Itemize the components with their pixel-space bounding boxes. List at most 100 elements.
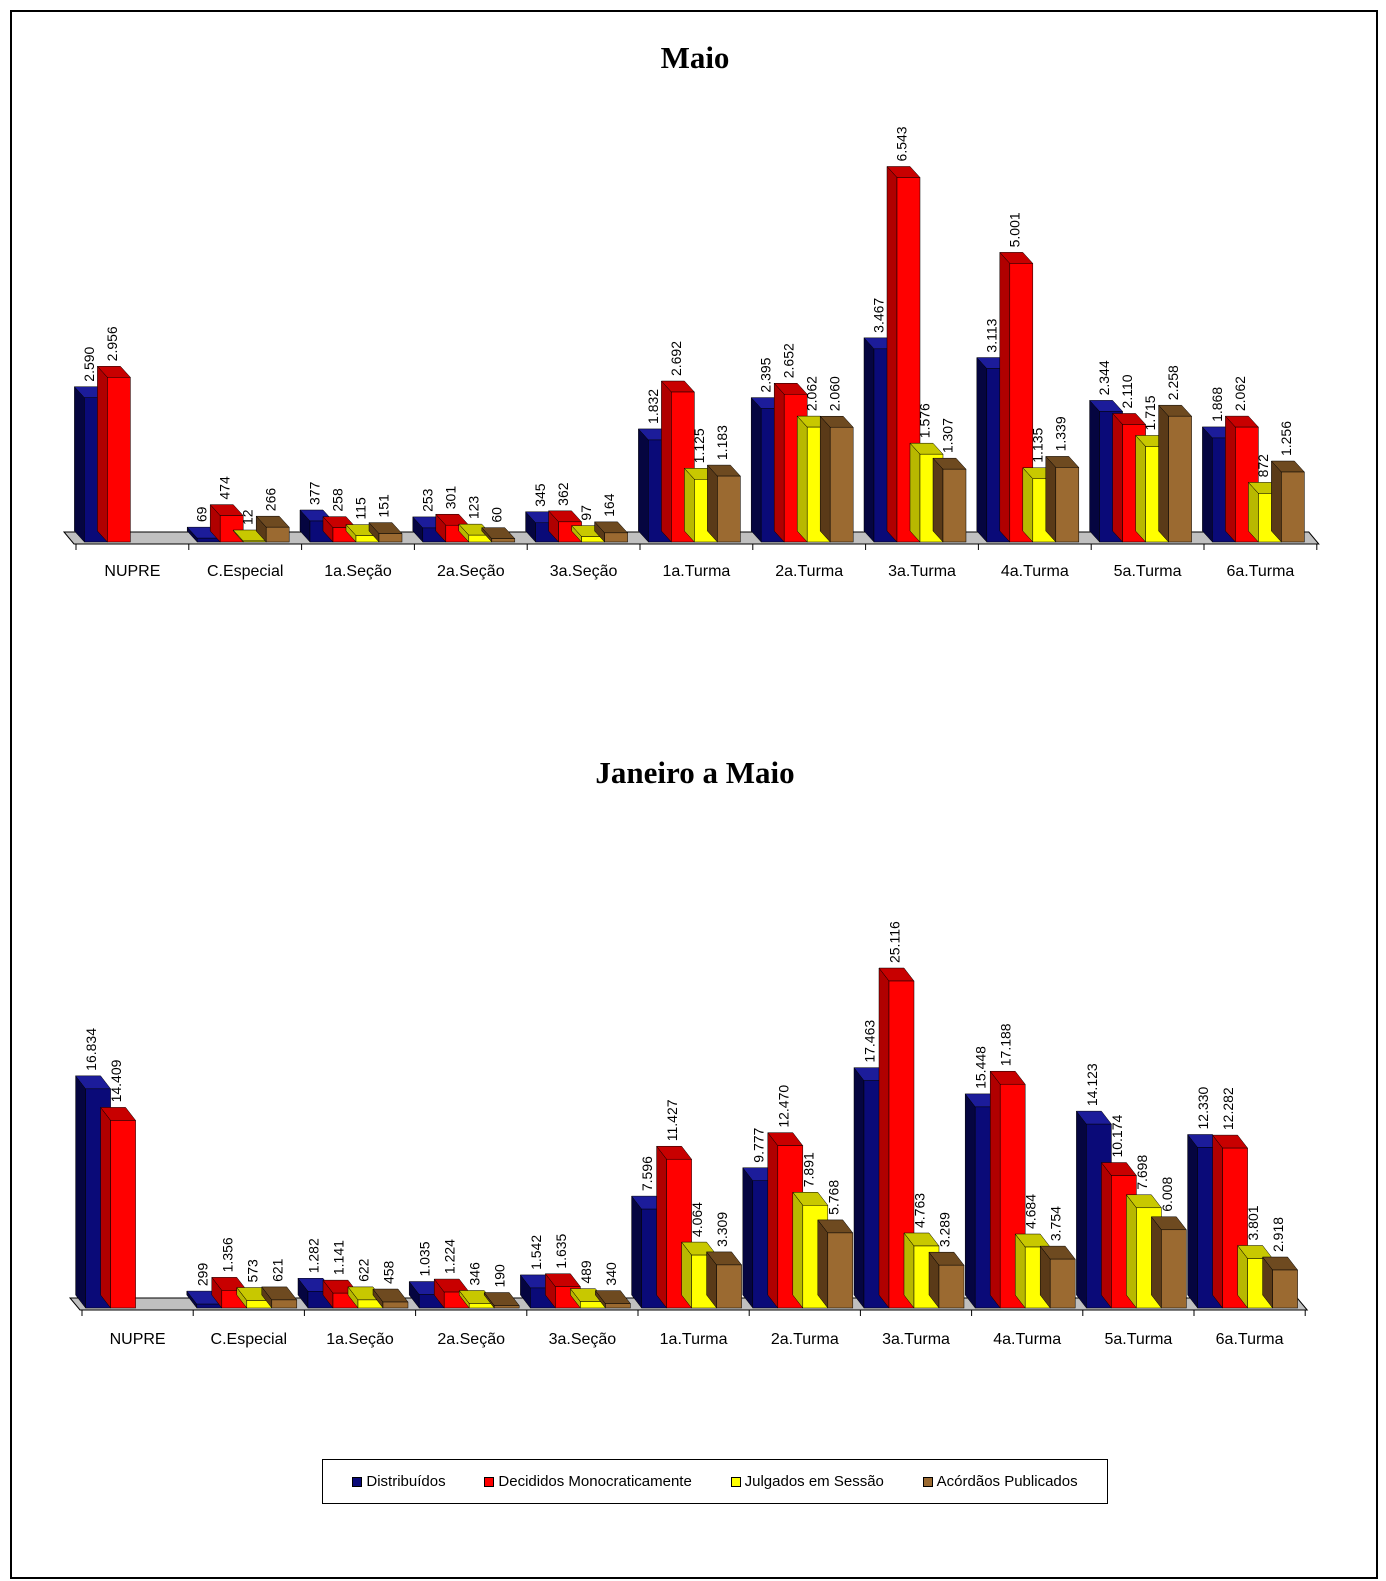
chart-0-bar-4a-turma-decididos-monocraticamente-side — [999, 251, 1011, 543]
chart-0-bar-1a-se-o-distribu-dos-value-label: 377 — [307, 481, 323, 505]
chart-0-bar-6a-turma-ac-rd-os-publicados — [1281, 471, 1305, 543]
chart-1-category-label-2a-turma: 2a.Turma — [771, 1331, 839, 1348]
chart-0-bar-6a-turma-julgados-em-sess-o-value-label: 872 — [1255, 454, 1271, 478]
chart-1-bar-6a-turma-decididos-monocraticamente-value-label: 12.282 — [1220, 1087, 1236, 1130]
chart-0-category-label-5a-turma: 5a.Turma — [1114, 563, 1182, 580]
chart-0-bar-5a-turma-distribu-dos-value-label: 2.344 — [1096, 360, 1112, 395]
chart-1-bar-nupre-decididos-monocraticamente — [110, 1120, 136, 1309]
chart-1-bar-5a-turma-decididos-monocraticamente-value-label: 10.174 — [1109, 1115, 1125, 1158]
chart-0-bar-3a-se-o-ac-rd-os-publicados — [604, 532, 628, 543]
chart-1-bar-5a-turma-ac-rd-os-publicados-side — [1151, 1216, 1162, 1309]
chart-1-category-label-c-especial: C.Especial — [211, 1331, 287, 1348]
chart-title-janeiro-a-maio: Janeiro a Maio — [595, 755, 795, 790]
legend-label-distribuidos: Distribuídos — [366, 1473, 446, 1490]
chart-1-bar-3a-turma-distribu-dos-side — [853, 1066, 865, 1309]
chart-1-bar-6a-turma-distribu-dos-value-label: 12.330 — [1195, 1086, 1211, 1129]
chart-0-bar-nupre-distribu-dos-side — [74, 386, 85, 543]
chart-0-bar-1a-se-o-julgados-em-sess-o-value-label: 115 — [353, 497, 369, 520]
chart-0-bar-4a-turma-julgados-em-sess-o-side — [1022, 467, 1034, 543]
chart-1-bar-3a-se-o-distribu-dos-value-label: 1.542 — [528, 1235, 544, 1270]
chart-0-category-label-2a-turma: 2a.Turma — [775, 563, 843, 580]
chart-0-bar-5a-turma-distribu-dos-side — [1089, 399, 1100, 543]
chart-1-bar-3a-se-o-julgados-em-sess-o-value-label: 489 — [578, 1260, 594, 1284]
legend-swatch-decididos — [484, 1476, 495, 1487]
chart-0-bar-3a-turma-julgados-em-sess-o-side — [909, 442, 921, 543]
chart-1-bar-2a-turma-distribu-dos-side — [742, 1166, 754, 1309]
chart-0-bar-4a-turma-ac-rd-os-publicados-value-label: 1.339 — [1052, 416, 1068, 451]
chart-0-bar-4a-turma-ac-rd-os-publicados-side — [1045, 455, 1057, 543]
chart-0-bar-nupre-distribu-dos-value-label: 2.590 — [81, 346, 97, 381]
chart-1-bar-6a-turma-distribu-dos-side — [1187, 1133, 1198, 1309]
chart-1-bar-2a-se-o-julgados-em-sess-o — [468, 1303, 495, 1309]
legend-label-decididos: Decididos Monocraticamente — [498, 1473, 692, 1490]
chart-1-bar-5a-turma-distribu-dos-side — [1076, 1110, 1087, 1309]
chart-0-bar-1a-turma-ac-rd-os-publicados — [717, 475, 741, 543]
chart-0-bar-2a-turma-distribu-dos-side — [750, 396, 762, 543]
chart-1-bar-c-especial-distribu-dos — [196, 1303, 223, 1309]
chart-0-category-label-nupre: NUPRE — [104, 563, 160, 580]
chart-0-bar-6a-turma-ac-rd-os-publicados-side — [1271, 460, 1282, 543]
chart-0-bar-2a-turma-decididos-monocraticamente-side — [773, 382, 785, 543]
chart-1-bar-4a-turma-distribu-dos-value-label: 15.448 — [973, 1046, 989, 1089]
legend-label-acordaos: Acórdãos Publicados — [936, 1473, 1078, 1490]
chart-1-bar-2a-turma-julgados-em-sess-o-value-label: 7.891 — [800, 1152, 816, 1187]
chart-0-bar-nupre-decididos-monocraticamente — [107, 377, 131, 543]
chart-0-bar-3a-turma-julgados-em-sess-o-value-label: 1.576 — [917, 403, 933, 438]
chart-0-bar-5a-turma-decididos-monocraticamente-side — [1112, 412, 1123, 543]
chart-0-bar-6a-turma-distribu-dos-value-label: 1.868 — [1209, 387, 1225, 422]
chart-1-bar-2a-turma-ac-rd-os-publicados-value-label: 5.768 — [825, 1180, 841, 1215]
chart-1-bar-5a-turma-julgados-em-sess-o-value-label: 7.698 — [1134, 1155, 1150, 1190]
chart-0-bar-2a-turma-decididos-monocraticamente-value-label: 2.652 — [781, 343, 797, 378]
legend-swatch-julgados — [730, 1476, 741, 1487]
chart-0-bar-3a-turma-distribu-dos-side — [863, 337, 875, 543]
chart-1-bar-2a-se-o-julgados-em-sess-o-value-label: 346 — [467, 1262, 483, 1286]
chart-0-bar-1a-se-o-ac-rd-os-publicados — [378, 533, 403, 543]
chart-1-bar-1a-turma-distribu-dos-side — [631, 1195, 642, 1309]
chart-0-bar-3a-turma-ac-rd-os-publicados-side — [932, 457, 944, 543]
chart-1-category-label-1a-turma: 1a.Turma — [660, 1331, 728, 1348]
chart-0-bar-c-especial-decididos-monocraticamente-value-label: 474 — [217, 476, 233, 500]
chart-0-bar-5a-turma-decididos-monocraticamente-value-label: 2.110 — [1119, 374, 1135, 408]
chart-0-bar-2a-turma-distribu-dos-value-label: 2.395 — [758, 357, 774, 392]
chart-1-bar-2a-turma-decididos-monocraticamente-side — [767, 1131, 779, 1309]
chart-0-bar-1a-turma-julgados-em-sess-o-side — [684, 467, 695, 543]
chart-0-bar-1a-turma-distribu-dos-value-label: 1.832 — [645, 389, 661, 424]
chart-1-bar-3a-turma-julgados-em-sess-o-value-label: 4.763 — [912, 1193, 928, 1228]
chart-1-category-label-3a-turma: 3a.Turma — [882, 1331, 950, 1348]
chart-1-bar-3a-turma-distribu-dos-value-label: 17.463 — [862, 1020, 878, 1063]
chart-1-category-label-5a-turma: 5a.Turma — [1104, 1331, 1172, 1348]
chart-0-category-label-1a-turma: 1a.Turma — [662, 563, 730, 580]
chart-0-bar-6a-turma-ac-rd-os-publicados-value-label: 1.256 — [1278, 421, 1294, 456]
chart-1-bar-4a-turma-ac-rd-os-publicados-value-label: 3.754 — [1048, 1206, 1064, 1241]
chart-1-bar-4a-turma-decididos-monocraticamente-value-label: 17.188 — [998, 1023, 1014, 1066]
chart-1-bar-3a-se-o-ac-rd-os-publicados — [605, 1303, 631, 1309]
chart-1-bar-3a-turma-ac-rd-os-publicados — [938, 1264, 965, 1309]
chart-0-bar-2a-turma-ac-rd-os-publicados-value-label: 2.060 — [827, 376, 843, 411]
chart-1-bar-3a-se-o-decididos-monocraticamente-value-label: 1.635 — [553, 1233, 569, 1268]
chart-0-bar-3a-turma-decididos-monocraticamente-side — [886, 165, 898, 543]
chart-0-bar-6a-turma-distribu-dos-side — [1202, 426, 1213, 543]
chart-1-bar-2a-turma-ac-rd-os-publicados-side — [817, 1219, 829, 1309]
legend-item-acordaos: Acórdãos Publicados — [922, 1473, 1078, 1490]
chart-1-bar-2a-turma-decididos-monocraticamente-value-label: 12.470 — [775, 1085, 791, 1128]
chart-0-bar-2a-turma-ac-rd-os-publicados — [829, 426, 854, 543]
chart-0-bar-4a-turma-distribu-dos-side — [976, 356, 988, 543]
chart-0-bar-4a-turma-decididos-monocraticamente-value-label: 5.001 — [1006, 212, 1022, 247]
chart-0-bar-1a-turma-ac-rd-os-publicados-side — [707, 464, 718, 543]
chart-title-maio: Maio — [660, 40, 730, 75]
chart-1-bar-1a-se-o-ac-rd-os-publicados — [382, 1301, 409, 1309]
chart-1-bar-nupre-distribu-dos-value-label: 16.834 — [83, 1028, 99, 1071]
chart-1-bar-c-especial-ac-rd-os-publicados-value-label: 621 — [269, 1258, 285, 1282]
chart-1-bar-3a-turma-ac-rd-os-publicados-value-label: 3.289 — [937, 1212, 953, 1247]
chart-0-bar-1a-turma-julgados-em-sess-o-value-label: 1.125 — [691, 428, 707, 463]
chart-1-bar-1a-turma-ac-rd-os-publicados — [716, 1264, 742, 1309]
chart-1-bar-1a-turma-decididos-monocraticamente-side — [656, 1145, 667, 1309]
chart-0-bar-c-especial-ac-rd-os-publicados-value-label: 266 — [263, 488, 279, 512]
chart-1-category-label-3a-se-o: 3a.Seção — [549, 1331, 617, 1348]
chart-0-category-label-3a-se-o: 3a.Seção — [550, 563, 618, 580]
chart-1-bar-4a-turma-ac-rd-os-publicados — [1049, 1258, 1076, 1309]
chart-0-bar-c-especial-julgados-em-sess-o-value-label: 12 — [240, 509, 256, 525]
chart-1-bar-3a-turma-decididos-monocraticamente-side — [878, 967, 890, 1309]
chart-1-bar-1a-se-o-distribu-dos-value-label: 1.282 — [306, 1238, 322, 1273]
